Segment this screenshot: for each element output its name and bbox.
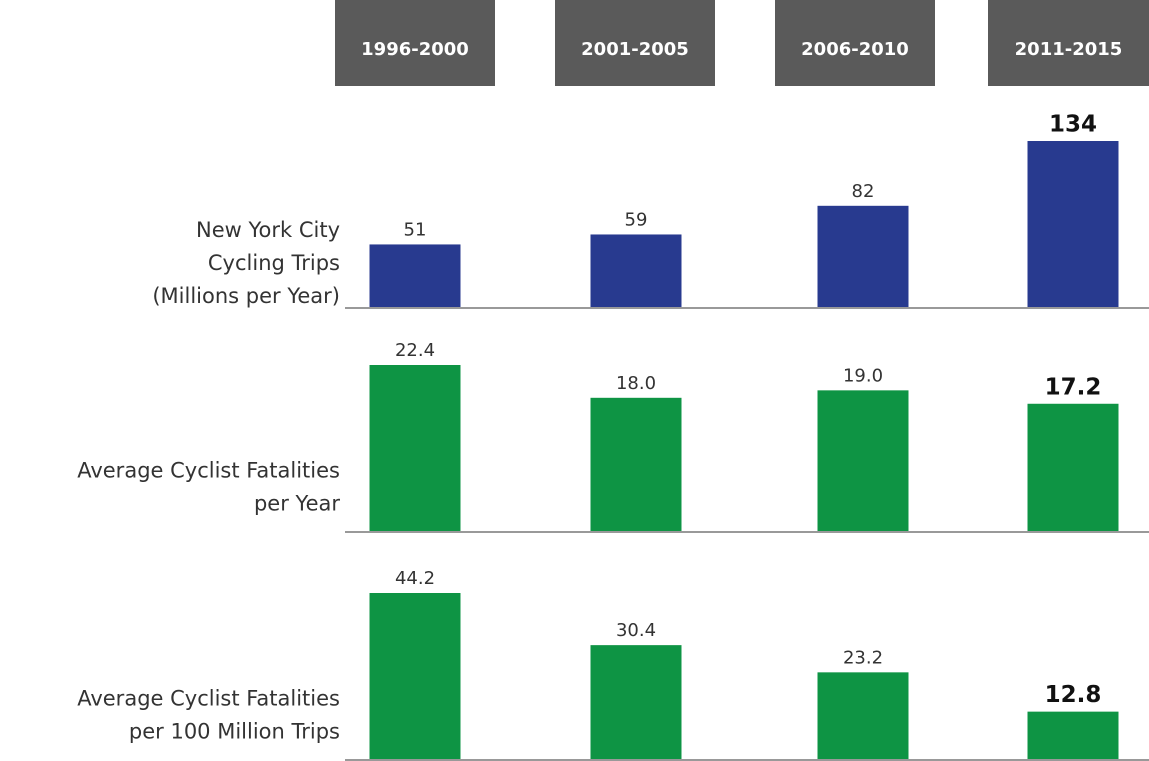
bar — [590, 234, 682, 308]
bar — [1027, 141, 1119, 308]
value-label: 82 — [852, 181, 875, 202]
period-header-box — [555, 0, 715, 86]
value-label: 19.0 — [843, 365, 883, 386]
bar — [590, 397, 682, 532]
period-header-box — [335, 0, 495, 86]
panel-label: per Year — [254, 492, 340, 516]
bar — [817, 205, 909, 308]
value-label: 18.0 — [616, 373, 656, 394]
period-header: 2006-2010 — [801, 39, 909, 60]
bar — [369, 365, 461, 532]
bar — [590, 645, 682, 760]
value-label: 59 — [625, 209, 648, 230]
value-label: 134 — [1049, 112, 1097, 138]
value-label: 23.2 — [843, 647, 883, 668]
bar — [369, 244, 461, 308]
value-label: 22.4 — [395, 340, 435, 361]
panel-label: Average Cyclist Fatalities — [77, 459, 340, 483]
panel-label: per 100 Million Trips — [129, 720, 340, 744]
value-label: 44.2 — [395, 568, 435, 589]
value-label: 30.4 — [616, 620, 656, 641]
panel-label: Cycling Trips — [208, 251, 340, 275]
bar — [1027, 711, 1119, 760]
period-header-box — [775, 0, 935, 86]
bar — [817, 390, 909, 532]
period-header: 2001-2005 — [581, 39, 689, 60]
bar — [1027, 403, 1119, 532]
bar — [817, 672, 909, 760]
bar — [369, 593, 461, 760]
panel-label: Average Cyclist Fatalities — [77, 687, 340, 711]
value-label: 17.2 — [1045, 374, 1102, 400]
period-header: 1996-2000 — [361, 39, 469, 60]
panel-label: (Millions per Year) — [152, 284, 340, 308]
value-label: 51 — [404, 219, 427, 240]
panel-label: New York City — [196, 218, 340, 242]
period-header: 2011-2015 — [1015, 39, 1123, 60]
value-label: 12.8 — [1045, 682, 1102, 708]
period-header-box — [988, 0, 1149, 86]
